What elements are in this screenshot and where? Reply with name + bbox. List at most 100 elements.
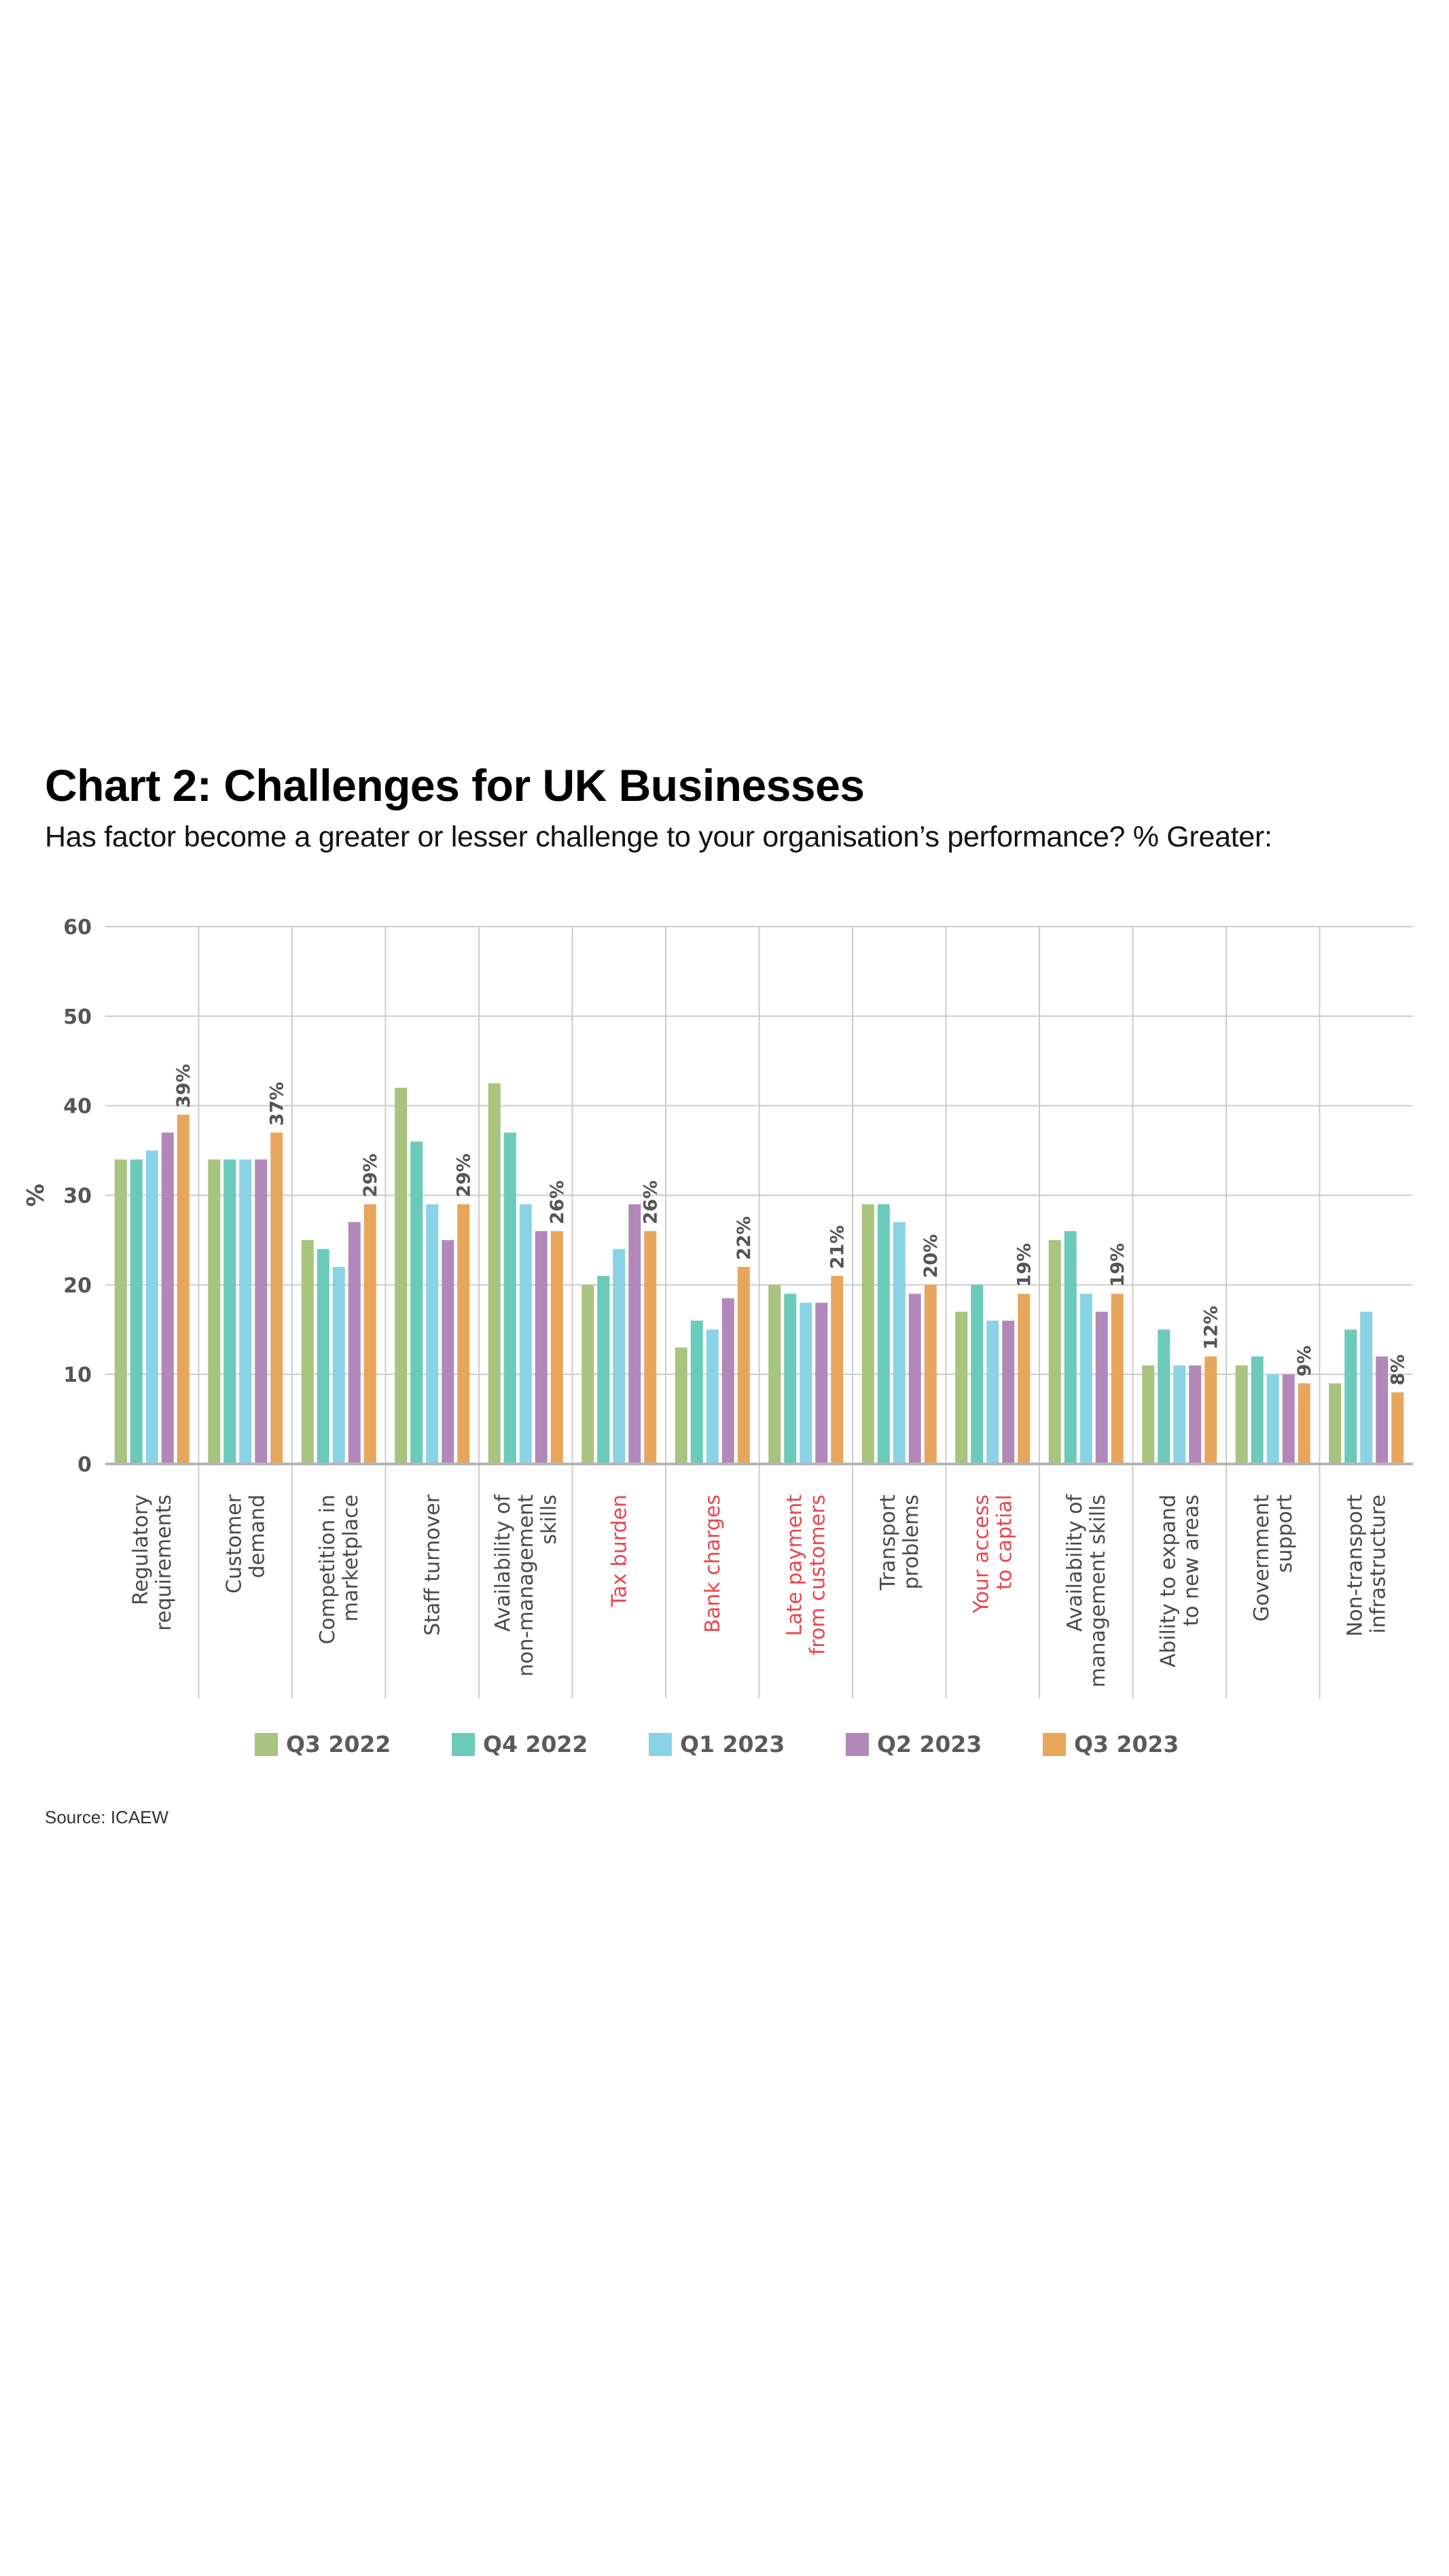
bar [1158,1329,1170,1464]
bar [270,1132,283,1464]
legend-item: Q4 2022 [452,1731,649,1757]
bar [986,1321,999,1464]
bar [519,1204,532,1464]
bar [971,1285,984,1464]
bar [1391,1392,1404,1464]
legend-swatch [649,1732,672,1756]
bar [1298,1383,1310,1464]
bar [255,1159,268,1464]
y-tick-label: 10 [63,1363,92,1387]
data-label: 29% [453,1153,474,1198]
category-label: support [1273,1495,1297,1573]
category-label: marketplace [339,1495,363,1622]
legend-swatch [452,1732,475,1756]
data-label: 26% [547,1181,568,1225]
category-label: Ability to expand [1156,1495,1180,1667]
bar [161,1132,174,1464]
category-dividers [198,927,1321,1698]
bar [815,1302,828,1464]
category-label: to captial [992,1495,1016,1590]
bar [239,1159,252,1464]
bar [348,1222,361,1464]
legend-label: Q3 2023 [1074,1731,1179,1757]
category-label: Availability of [491,1494,515,1632]
legend-item: Q2 2023 [846,1731,1043,1757]
bar [1360,1311,1373,1464]
bar [831,1276,844,1464]
data-label: 26% [640,1181,661,1225]
data-label: 20% [920,1234,942,1278]
data-label: 21% [827,1226,848,1270]
bar [1018,1293,1031,1464]
category-label: Regulatory [129,1495,153,1605]
bar [1282,1374,1295,1464]
legend-item: Q3 2023 [1043,1731,1240,1757]
bar [332,1266,345,1464]
category-label: Customer [222,1494,246,1593]
category-label: Your access [969,1495,993,1614]
bar [955,1311,968,1464]
data-label: 19% [1107,1243,1128,1287]
y-axis-ticks: 0 10 20 30 40 50 60 [63,916,92,1477]
y-tick-label: 40 [63,1095,92,1119]
bar [861,1204,874,1464]
legend-label: Q3 2022 [286,1731,391,1757]
bar [1002,1321,1015,1464]
source-note: Source: ICAEW [45,1807,169,1827]
data-label: 37% [266,1082,287,1126]
data-label: 29% [360,1153,381,1198]
legend-swatch [846,1732,869,1756]
bar [223,1159,236,1464]
bar [1235,1365,1248,1464]
bar [317,1249,329,1464]
bar [301,1240,314,1464]
data-label: 19% [1014,1243,1035,1287]
bar [1251,1356,1264,1464]
category-label: Government [1250,1495,1274,1622]
bar [644,1231,657,1464]
chart-title: Chart 2: Challenges for UK Businesses [45,760,865,810]
bar [721,1298,734,1464]
bar [690,1321,703,1464]
bar [893,1222,906,1464]
bar [924,1285,937,1464]
bar [488,1083,501,1464]
bar [535,1231,548,1464]
bar [1173,1365,1186,1464]
bar [1111,1293,1124,1464]
bar [1376,1356,1389,1464]
bar [395,1088,408,1464]
bar [737,1266,750,1464]
bar [410,1141,423,1464]
category-label: Availability of [1063,1494,1087,1632]
y-tick-label: 60 [63,916,92,940]
bar [908,1293,921,1464]
legend-label: Q4 2022 [483,1731,588,1757]
data-label: 9% [1294,1346,1315,1377]
bar [613,1249,626,1464]
data-labels: 39% 37% 29% 29% 26% 26% 22% 21% 20% 19% 19% 12% 9% 8% [173,1064,1409,1385]
x-axis-category-labels: Regulatory requirements Customer demand Comp… [129,1494,1391,1688]
category-label: problems [899,1495,923,1590]
bar [130,1159,143,1464]
category-label: Tax burden [607,1495,631,1607]
bar [442,1240,454,1464]
bar [1095,1311,1108,1464]
bar [800,1302,812,1464]
bar [1142,1365,1155,1464]
bar [675,1347,687,1464]
category-label: Non-transport [1343,1495,1367,1636]
data-label: 39% [173,1064,194,1108]
legend-item: Q1 2023 [649,1731,846,1757]
category-label: Staff turnover [421,1494,444,1636]
category-label: Competition in [316,1495,340,1644]
bar [1329,1383,1342,1464]
bar [768,1285,781,1464]
bar [114,1159,127,1464]
category-label: non-management [514,1495,538,1677]
category-label: from customers [806,1495,829,1655]
bar [145,1150,158,1464]
y-tick-label: 0 [77,1453,92,1477]
bar [208,1159,221,1464]
category-label: requirements [152,1495,176,1631]
